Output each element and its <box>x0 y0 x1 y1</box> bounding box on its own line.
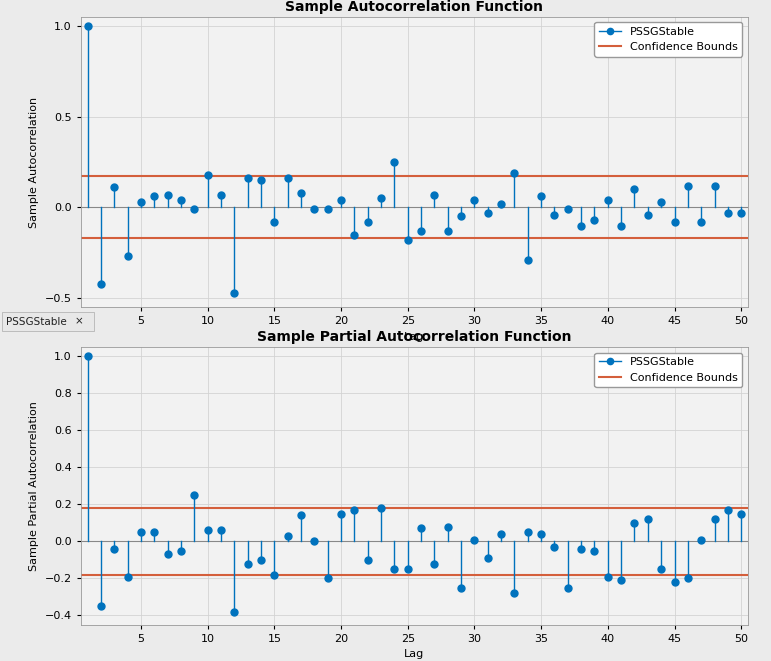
Text: PSSGStable: PSSGStable <box>6 317 67 327</box>
Text: ×: × <box>75 317 83 327</box>
Legend: PSSGStable, Confidence Bounds: PSSGStable, Confidence Bounds <box>594 22 742 57</box>
Y-axis label: Sample Autocorrelation: Sample Autocorrelation <box>29 97 39 227</box>
X-axis label: Lag: Lag <box>404 649 425 659</box>
Title: Sample Autocorrelation Function: Sample Autocorrelation Function <box>285 0 544 14</box>
Legend: PSSGStable, Confidence Bounds: PSSGStable, Confidence Bounds <box>594 352 742 387</box>
Y-axis label: Sample Partial Autocorrelation: Sample Partial Autocorrelation <box>29 401 39 570</box>
X-axis label: Lag: Lag <box>404 332 425 342</box>
Title: Sample Partial Autocorrelation Function: Sample Partial Autocorrelation Function <box>258 330 571 344</box>
Bar <box>2 312 94 331</box>
